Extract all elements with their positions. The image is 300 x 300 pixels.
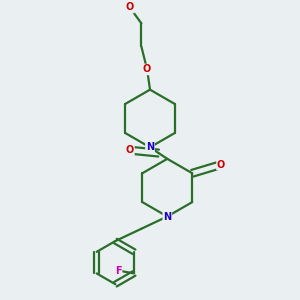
Text: O: O xyxy=(143,64,151,74)
Text: O: O xyxy=(126,2,134,13)
Text: O: O xyxy=(126,145,134,155)
Text: N: N xyxy=(163,212,171,221)
Text: N: N xyxy=(146,142,154,152)
Text: F: F xyxy=(115,266,122,276)
Text: O: O xyxy=(217,160,225,170)
